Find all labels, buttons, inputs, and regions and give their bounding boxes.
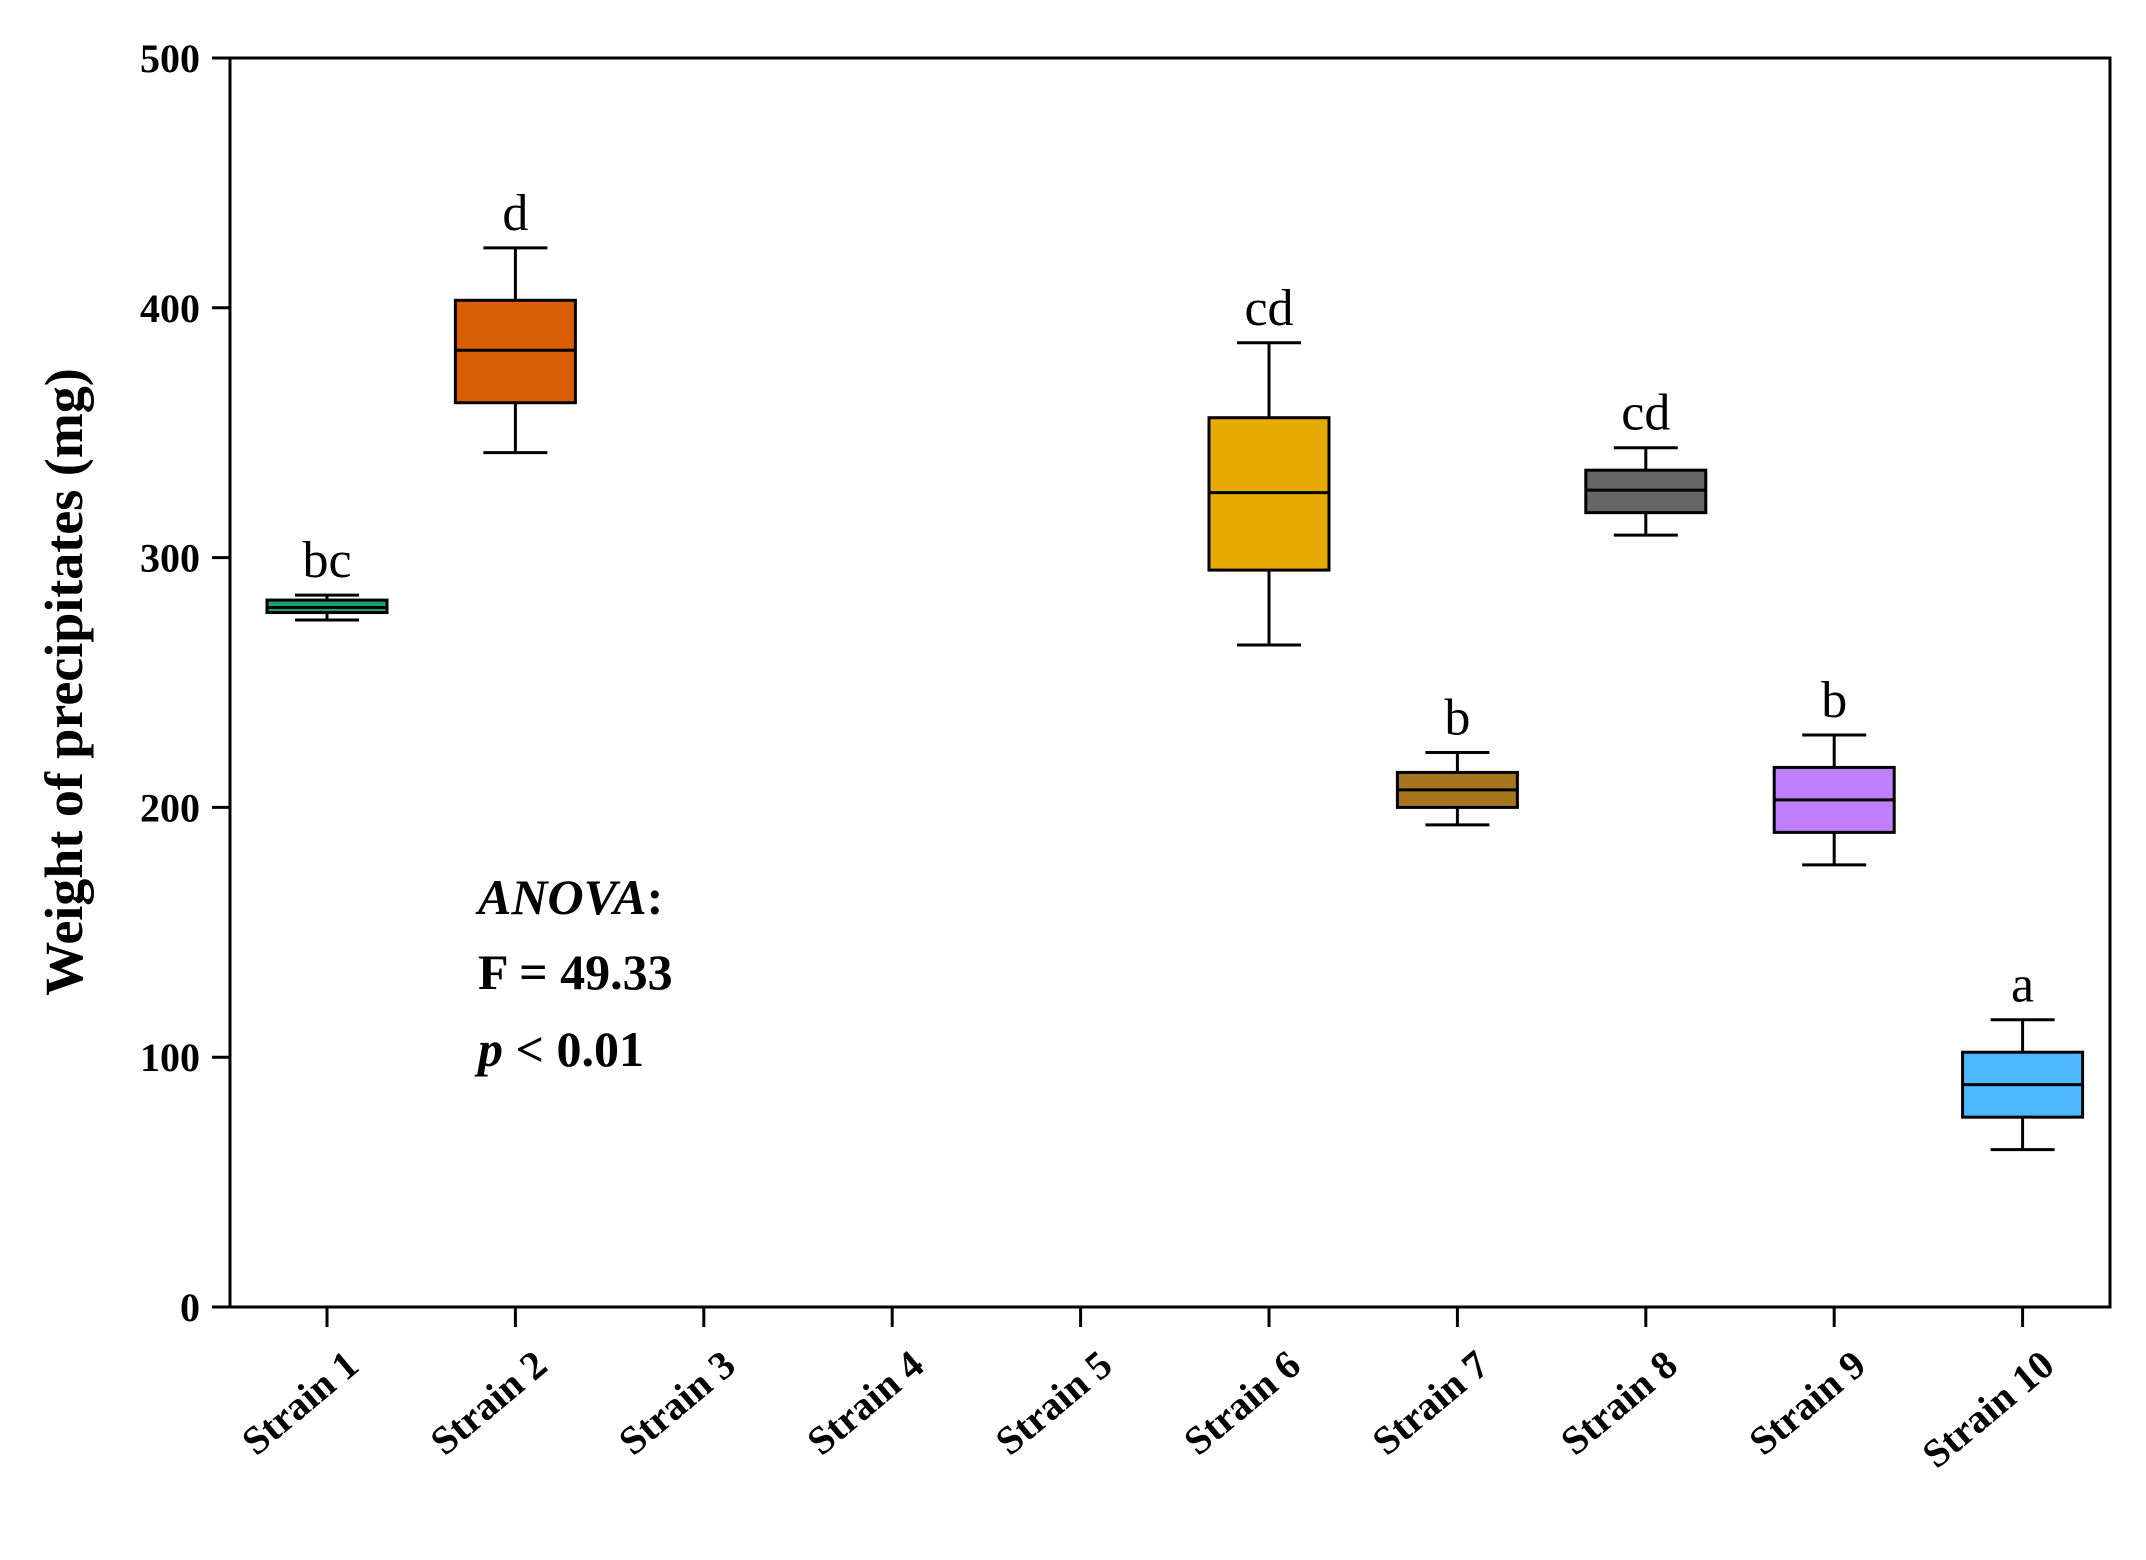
anova-f-statistic: F = 49.33	[478, 944, 673, 1000]
significance-letter: cd	[1621, 385, 1670, 442]
y-tick-label: 400	[140, 286, 200, 331]
significance-letter: a	[2011, 957, 2034, 1014]
anova-colon: :	[647, 869, 664, 925]
box-group: b	[1395, 689, 1519, 827]
y-axis-title: Weight of precipitates (mg)	[34, 368, 94, 995]
y-tick-label: 300	[140, 536, 200, 581]
anova-label: ANOVA:	[475, 869, 663, 925]
significance-letter: d	[502, 185, 528, 242]
x-tick-label: Strain 7	[1364, 1341, 1498, 1463]
x-tick-label: Strain 2	[422, 1341, 556, 1463]
x-tick-label: Strain 3	[610, 1341, 744, 1463]
box-group: b	[1772, 672, 1896, 867]
significance-letter: b	[1821, 672, 1847, 729]
y-axis: 0 100 200 300 400 500	[140, 36, 230, 1330]
plot-frame	[228, 56, 2112, 1309]
anova-word: ANOVA	[475, 869, 647, 925]
significance-letter: bc	[302, 532, 351, 589]
y-tick-label: 100	[140, 1035, 200, 1080]
x-tick-label: Strain 10	[1913, 1341, 2062, 1476]
x-axis: Strain 1 Strain 2 Strain 3 Strain 4 Strain 5…	[233, 1307, 2062, 1477]
significance-letter: cd	[1244, 280, 1293, 337]
box-group: a	[1961, 957, 2085, 1152]
y-tick-label: 0	[180, 1285, 200, 1330]
x-tick-label: Strain 1	[233, 1341, 367, 1463]
box-group: cd	[1207, 280, 1331, 647]
x-tick-label: Strain 5	[987, 1341, 1121, 1463]
significance-letter: b	[1444, 689, 1470, 746]
box-group: cd	[1584, 385, 1708, 537]
box-group: d	[453, 185, 577, 455]
x-tick-label: Strain 8	[1552, 1341, 1686, 1463]
p-rest: < 0.01	[503, 1021, 644, 1077]
y-tick-label: 200	[140, 785, 200, 830]
x-tick-label: Strain 6	[1175, 1341, 1309, 1463]
box-group: bc	[265, 532, 389, 622]
y-tick-label: 500	[140, 36, 200, 81]
anova-p-value: p < 0.01	[474, 1021, 644, 1077]
x-tick-label: Strain 9	[1740, 1341, 1874, 1463]
x-tick-label: Strain 4	[798, 1341, 932, 1463]
p-symbol: p	[474, 1021, 503, 1077]
